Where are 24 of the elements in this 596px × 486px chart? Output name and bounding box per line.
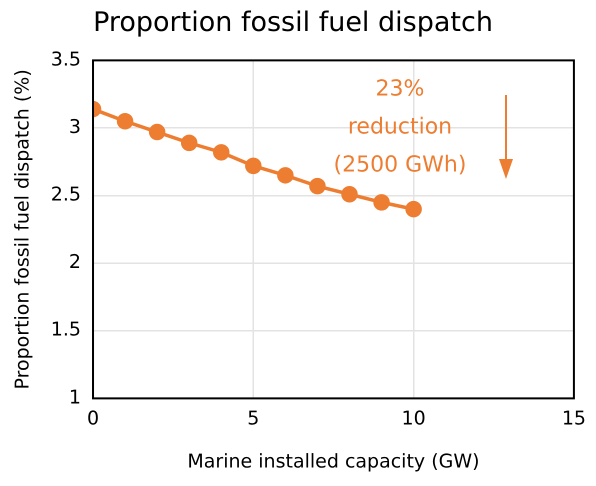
chart-title: Proportion fossil fuel dispatch	[93, 7, 493, 38]
y-tick-label: 2	[68, 251, 82, 274]
y-tick-label: 2.5	[50, 184, 82, 206]
point	[148, 124, 166, 140]
y-tick-label: 1	[68, 386, 82, 408]
point	[405, 200, 422, 218]
y-axis-title: Proportion fossil fuel dispatch (%)	[11, 69, 34, 390]
point	[277, 167, 294, 184]
y-tick-label: 3	[68, 116, 82, 138]
point	[180, 134, 198, 152]
point	[309, 178, 326, 194]
y-tick-label: 1.5	[50, 318, 82, 341]
x-tick-label: 15	[562, 408, 586, 430]
x-axis-title: Marine installed capacity (GW)	[187, 450, 480, 473]
point	[116, 112, 134, 130]
x-tick-label: 10	[402, 408, 426, 430]
x-tick-label: 0	[86, 408, 100, 430]
point	[341, 186, 358, 202]
point	[213, 144, 230, 161]
point	[373, 194, 390, 211]
point	[245, 158, 262, 174]
x-tick-label: 5	[247, 408, 260, 430]
y-tick-label: 3.5	[50, 48, 82, 70]
annotation: 23% reduction (2500 GWh)	[334, 76, 466, 178]
